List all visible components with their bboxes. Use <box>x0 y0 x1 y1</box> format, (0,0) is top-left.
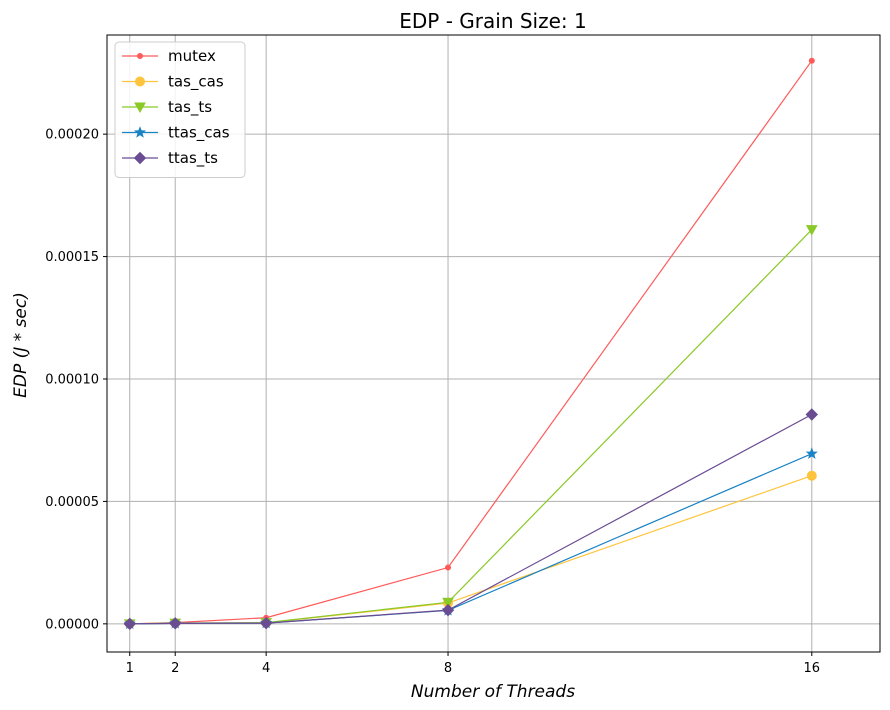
data-point <box>805 225 818 236</box>
data-point <box>805 408 819 421</box>
legend-entry: tas_ts <box>122 98 212 117</box>
legend-label: ttas_ts <box>168 149 218 168</box>
y-tick-label: 0.00015 <box>45 250 99 265</box>
legend-marker <box>134 102 146 114</box>
data-point <box>805 447 818 459</box>
plot-frame <box>106 34 881 653</box>
data-point <box>442 597 454 609</box>
legend-label: mutex <box>168 47 216 65</box>
x-tick-label: 1 <box>126 661 134 676</box>
x-tick-label: 16 <box>804 661 821 676</box>
y-tick-label: 0.00020 <box>45 128 99 143</box>
data-point <box>441 603 455 617</box>
y-tick-label: 0.00010 <box>45 373 99 388</box>
series-ttas-ts <box>123 408 819 631</box>
data-point <box>259 616 273 630</box>
y-tick-label: 0.00005 <box>45 495 99 510</box>
legend-label: tas_ts <box>168 98 212 117</box>
x-axis-label: Number of Threads <box>411 682 575 702</box>
legend-marker <box>137 53 143 59</box>
y-axis-label: EDP (J * sec) <box>11 292 31 398</box>
series-lines <box>123 57 819 631</box>
x-tick-label: 4 <box>262 661 270 676</box>
chart-title: EDP - Grain Size: 1 <box>399 9 586 33</box>
y-axis-ticks: 0.00000 0.00005 0.00010 0.00015 0.00020 <box>45 128 107 632</box>
data-point <box>168 617 182 630</box>
x-axis-ticks: 1 2 4 8 16 <box>126 652 820 676</box>
legend-label: tas_cas <box>168 73 224 92</box>
legend-entry: ttas_ts <box>122 149 218 168</box>
legend-marker <box>135 76 145 87</box>
grid <box>107 35 880 652</box>
data-point <box>808 57 815 64</box>
y-tick-label: 0.00000 <box>45 617 99 632</box>
legend-box <box>114 41 246 178</box>
legend: mutex tas_cas tas_ts ttas_cas ttas_ts <box>114 41 246 178</box>
x-tick-label: 8 <box>444 661 452 676</box>
data-point <box>123 617 136 631</box>
legend-marker <box>133 126 147 138</box>
legend-entry: mutex <box>122 47 216 65</box>
legend-entry: tas_cas <box>122 73 224 92</box>
data-point <box>806 470 817 481</box>
legend-entry: ttas_cas <box>122 124 230 143</box>
legend-label: ttas_cas <box>168 124 230 143</box>
data-point <box>445 564 452 571</box>
x-tick-label: 2 <box>171 661 179 676</box>
legend-marker <box>133 151 147 165</box>
